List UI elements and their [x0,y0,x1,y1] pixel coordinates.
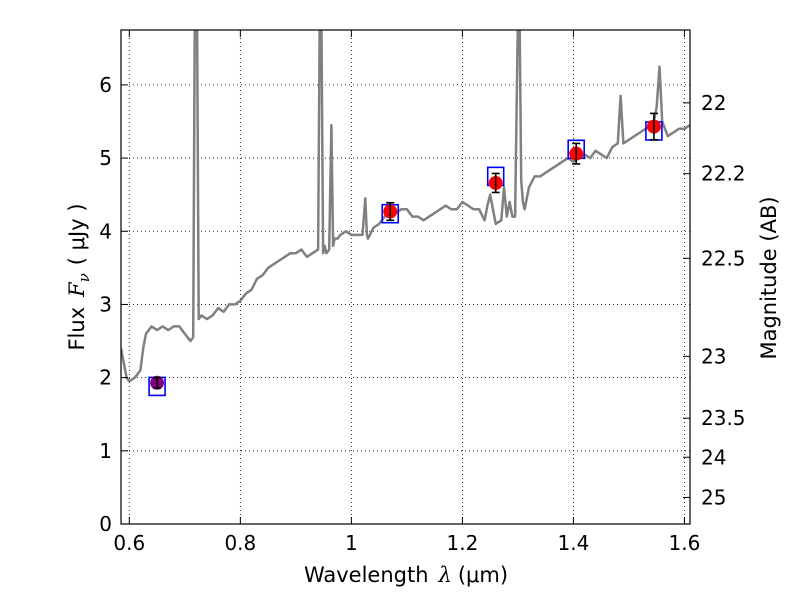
y2-tick-label: 24 [701,445,726,469]
grid [121,30,690,525]
y2-tick-label: 22.5 [701,246,746,270]
x-tick-label: 1.6 [669,531,701,555]
y2-tick-label: 22.2 [701,162,746,186]
spectrum-layer [121,30,690,383]
y-tick-label: 5 [99,146,112,170]
x-tick-label: 1.4 [558,531,590,555]
y-axis-title: FluxFν( μJy ) [65,203,93,350]
y-tick-label: 0 [99,512,112,536]
x-tick-label: 0.8 [224,531,256,555]
y2-tick-label: 23 [701,344,726,368]
ticks: 0.6 0.8 1 1.2 1.4 1.601234562222.222.52323.52… [99,30,746,555]
x-axis-title: Wavelength λ (μm) [304,563,508,587]
x-tick-label: 0.6 [113,531,145,555]
plot-frame [120,29,691,525]
y2-tick-label: 25 [701,485,726,509]
x-tick-label: 1 [345,531,358,555]
y2-tick-label: 22 [701,91,726,115]
y-tick-label: 1 [99,439,112,463]
x-tick-label: 1.2 [446,531,478,555]
y-tick-label: 2 [99,366,112,390]
spectrum-line [121,30,690,383]
photometry-layer [148,112,663,397]
y2-axis-title: Magnitude (AB) [757,196,781,359]
y-tick-label: 4 [99,219,112,243]
y-tick-label: 6 [99,73,112,97]
y-tick-label: 3 [99,292,112,316]
y2-tick-label: 23.5 [701,406,746,430]
